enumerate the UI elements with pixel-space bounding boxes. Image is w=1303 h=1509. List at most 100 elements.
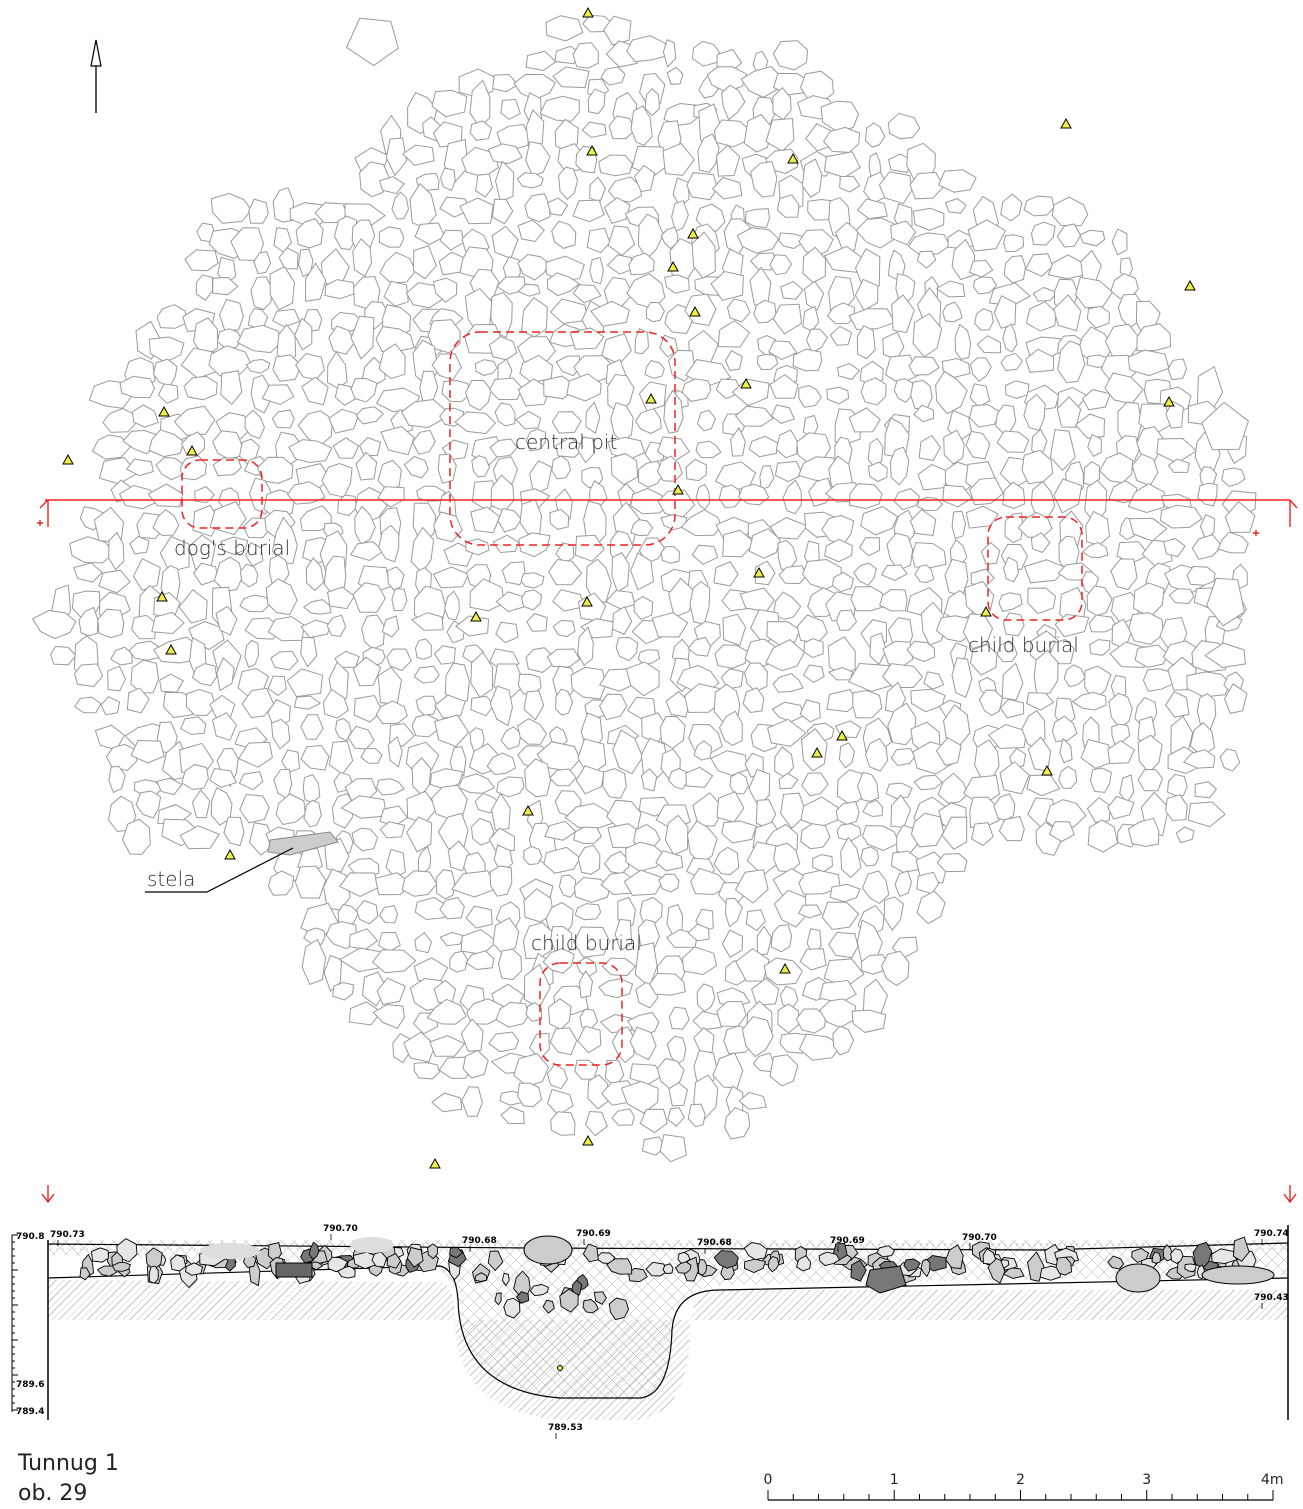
stone	[1137, 734, 1163, 774]
stone	[935, 737, 962, 766]
stone	[951, 657, 973, 698]
stone	[799, 70, 835, 103]
stone	[835, 609, 858, 631]
stone	[969, 383, 991, 408]
stone	[178, 589, 208, 624]
stone	[802, 664, 825, 683]
survey-point	[165, 643, 177, 655]
stone	[1111, 618, 1132, 650]
stone	[801, 772, 829, 797]
section-stone	[795, 1255, 812, 1272]
stone	[1057, 340, 1086, 384]
stone	[734, 869, 769, 904]
stone	[750, 161, 778, 198]
stone	[91, 434, 131, 460]
section-stone	[200, 1243, 260, 1259]
stone	[659, 1133, 687, 1163]
stone	[889, 446, 910, 486]
stone	[664, 814, 689, 856]
stone	[496, 776, 525, 798]
label: child burial	[531, 931, 642, 955]
stone	[523, 963, 551, 1009]
stone	[573, 826, 602, 845]
stone	[614, 918, 633, 952]
stone	[1127, 817, 1160, 847]
stone	[657, 489, 696, 519]
stone	[216, 328, 243, 349]
stone	[491, 198, 514, 225]
stone	[799, 948, 827, 971]
label: stela	[147, 867, 195, 891]
stone	[492, 917, 520, 956]
stone	[655, 850, 684, 872]
stone	[391, 588, 408, 612]
stone	[754, 560, 776, 586]
stone	[965, 505, 1000, 529]
stone	[491, 792, 511, 831]
stone	[470, 695, 495, 717]
stone	[433, 645, 456, 665]
stone	[152, 358, 178, 387]
section-stone	[91, 1247, 109, 1263]
stone	[974, 308, 994, 331]
stone	[1186, 565, 1216, 586]
stone	[212, 276, 239, 296]
stone	[414, 896, 448, 921]
section-stone	[606, 1258, 633, 1275]
stone	[351, 827, 379, 852]
stone	[1107, 795, 1135, 820]
stone	[607, 176, 642, 203]
stone	[400, 398, 446, 429]
stone	[403, 1031, 436, 1063]
stone	[887, 112, 921, 140]
stone	[220, 370, 243, 406]
stone	[1187, 801, 1226, 828]
stone	[935, 370, 968, 415]
stone	[157, 383, 179, 404]
stone	[361, 614, 386, 650]
stone	[326, 351, 348, 389]
stone	[598, 693, 628, 721]
stone	[1217, 531, 1249, 554]
stone	[774, 460, 804, 483]
stone	[880, 564, 908, 581]
stone	[1086, 585, 1113, 617]
survey-point	[836, 729, 848, 741]
stone	[434, 714, 470, 748]
stone	[1024, 253, 1054, 277]
stone	[1027, 587, 1057, 615]
stone	[1167, 458, 1190, 473]
stone	[782, 479, 802, 515]
stone	[742, 687, 765, 714]
stone	[326, 614, 347, 637]
section-stone	[406, 1246, 424, 1268]
stone	[517, 253, 551, 281]
stone	[486, 752, 517, 776]
stone	[724, 350, 743, 371]
stone	[909, 508, 937, 537]
stone	[179, 455, 207, 481]
stone	[489, 438, 518, 458]
stone	[1002, 323, 1018, 353]
stone	[375, 326, 415, 353]
section-stone	[1192, 1241, 1213, 1269]
stone	[1056, 396, 1082, 428]
stone	[744, 208, 770, 229]
stone	[836, 823, 862, 842]
stone	[437, 453, 457, 484]
elevation-label: 790.68	[697, 1238, 732, 1248]
stone	[184, 249, 219, 272]
stone	[516, 172, 544, 189]
stone	[439, 896, 465, 920]
stone	[589, 256, 604, 285]
stone	[294, 317, 313, 351]
stone	[1001, 662, 1024, 701]
stone	[429, 768, 464, 791]
stone	[662, 142, 695, 176]
stone	[108, 765, 126, 794]
stone	[1056, 223, 1082, 248]
stone	[1085, 510, 1111, 546]
stone	[1206, 577, 1245, 627]
site-name: Tunnug 1	[17, 1451, 119, 1476]
stone	[693, 1027, 715, 1053]
